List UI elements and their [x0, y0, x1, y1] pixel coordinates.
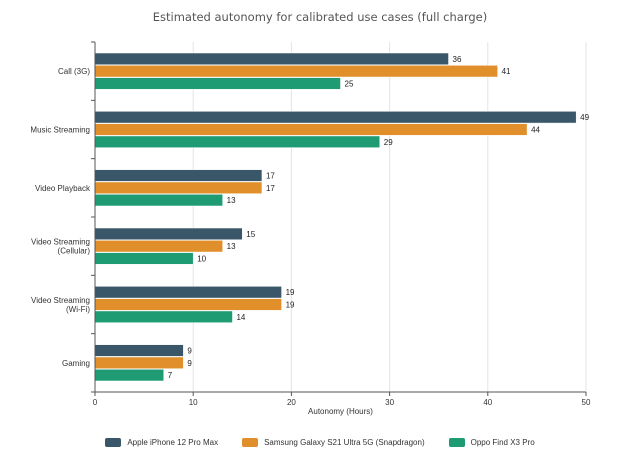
x-tick-label: 0 — [93, 398, 98, 407]
data-label: 17 — [266, 172, 275, 181]
data-label: 49 — [580, 113, 589, 122]
data-label: 10 — [197, 254, 206, 263]
legend-label: Apple iPhone 12 Pro Max — [127, 438, 219, 447]
bar — [94, 252, 194, 265]
bar — [94, 356, 184, 369]
bar — [94, 52, 449, 65]
legend-label: Samsung Galaxy S21 Ultra 5G (Snapdragon) — [264, 438, 425, 447]
legend-item[interactable]: Samsung Galaxy S21 Ultra 5G (Snapdragon) — [242, 438, 425, 447]
bar — [94, 369, 164, 382]
data-label: 15 — [246, 230, 255, 239]
data-label: 36 — [453, 55, 462, 64]
category-label: Music Streaming — [30, 126, 90, 135]
data-label: 14 — [236, 313, 245, 322]
bar — [94, 135, 381, 148]
data-label: 29 — [384, 138, 393, 147]
category-label: Video Streaming — [31, 238, 90, 247]
legend-swatch — [105, 438, 122, 447]
data-label: 13 — [227, 242, 236, 251]
category-label: (Cellular) — [58, 247, 91, 256]
bar — [94, 169, 263, 182]
category-label: Gaming — [62, 359, 90, 368]
data-label: 25 — [345, 79, 354, 88]
x-tick-label: 30 — [385, 398, 394, 407]
legend-item[interactable]: Oppo Find X3 Pro — [448, 438, 535, 447]
x-tick-label: 10 — [189, 398, 198, 407]
bar — [94, 240, 223, 253]
bar — [94, 344, 184, 357]
category-label: Video Streaming — [31, 296, 90, 305]
bar — [94, 194, 223, 207]
data-label: 9 — [187, 347, 192, 356]
data-label: 7 — [168, 371, 173, 380]
legend: Apple iPhone 12 Pro Max Samsung Galaxy S2… — [0, 438, 640, 447]
data-label: 19 — [286, 288, 295, 297]
bar — [94, 298, 282, 311]
chart-title: Estimated autonomy for calibrated use ca… — [152, 10, 488, 24]
bar — [94, 77, 341, 90]
bar — [94, 227, 243, 240]
category-label: Video Playback — [35, 184, 91, 193]
x-axis-title: Autonomy (Hours) — [308, 407, 373, 416]
category-label: Call (3G) — [58, 67, 90, 76]
legend-swatch — [448, 438, 465, 447]
legend-swatch — [242, 438, 259, 447]
x-tick-label: 50 — [582, 398, 591, 407]
category-label: (Wi-Fi) — [66, 305, 90, 314]
data-label: 17 — [266, 184, 275, 193]
data-label: 41 — [502, 67, 511, 76]
legend-item[interactable]: Apple iPhone 12 Pro Max — [105, 438, 218, 447]
x-tick-label: 20 — [287, 398, 296, 407]
data-label: 9 — [187, 359, 192, 368]
legend-label: Oppo Find X3 Pro — [470, 438, 535, 447]
bar — [94, 65, 498, 78]
bar — [94, 310, 233, 323]
bar — [94, 111, 577, 124]
data-label: 13 — [227, 196, 236, 205]
data-label: 19 — [286, 301, 295, 310]
data-label: 44 — [531, 126, 540, 135]
bar — [94, 286, 282, 299]
x-tick-label: 40 — [483, 398, 492, 407]
bar — [94, 181, 263, 194]
bar — [94, 123, 528, 136]
